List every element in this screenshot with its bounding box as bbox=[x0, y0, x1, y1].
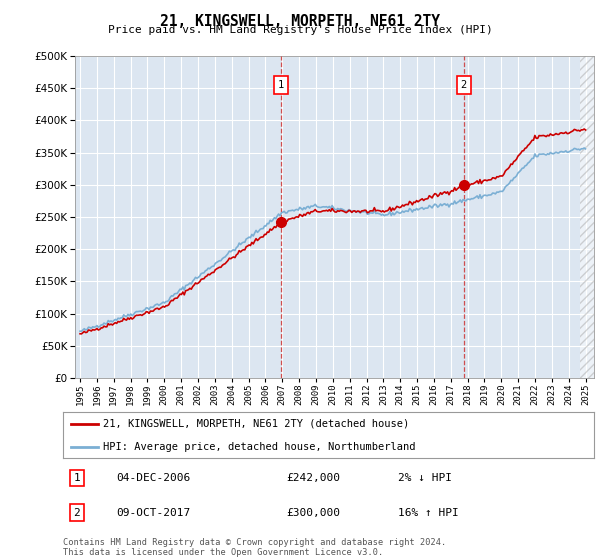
Text: 1: 1 bbox=[278, 80, 284, 90]
Text: Contains HM Land Registry data © Crown copyright and database right 2024.
This d: Contains HM Land Registry data © Crown c… bbox=[63, 538, 446, 557]
Text: 2: 2 bbox=[461, 80, 467, 90]
Text: 09-OCT-2017: 09-OCT-2017 bbox=[116, 508, 190, 517]
Text: £242,000: £242,000 bbox=[286, 473, 340, 483]
Text: 16% ↑ HPI: 16% ↑ HPI bbox=[398, 508, 458, 517]
Text: Price paid vs. HM Land Registry's House Price Index (HPI): Price paid vs. HM Land Registry's House … bbox=[107, 25, 493, 35]
Text: 2: 2 bbox=[74, 508, 80, 517]
Text: 04-DEC-2006: 04-DEC-2006 bbox=[116, 473, 190, 483]
Text: 21, KINGSWELL, MORPETH, NE61 2TY: 21, KINGSWELL, MORPETH, NE61 2TY bbox=[160, 14, 440, 29]
Bar bbox=[580, 56, 595, 378]
Text: 1: 1 bbox=[74, 473, 80, 483]
Text: HPI: Average price, detached house, Northumberland: HPI: Average price, detached house, Nort… bbox=[103, 442, 415, 451]
Text: 21, KINGSWELL, MORPETH, NE61 2TY (detached house): 21, KINGSWELL, MORPETH, NE61 2TY (detach… bbox=[103, 419, 409, 428]
Text: 2% ↓ HPI: 2% ↓ HPI bbox=[398, 473, 452, 483]
Text: £300,000: £300,000 bbox=[286, 508, 340, 517]
